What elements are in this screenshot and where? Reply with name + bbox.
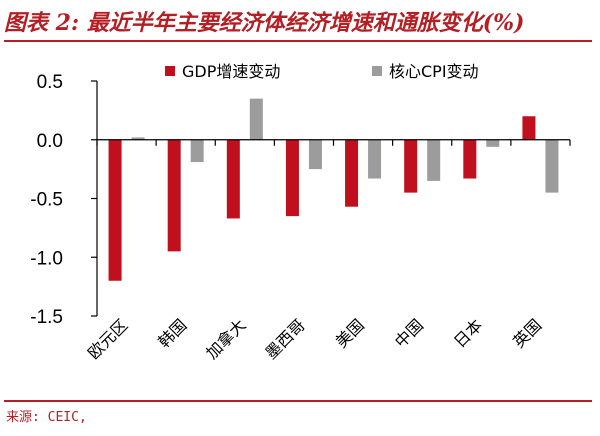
bar-cpi-0 [131,137,145,140]
title-divider [4,40,592,42]
category-label: 韩国 [154,315,190,351]
bar-cpi-5 [427,139,441,181]
y-tick-label: 0.0 [37,131,63,152]
x-axis: 欧元区 韩国 加拿大 墨西哥 美国 中国 日本 英国 [84,139,571,363]
category-label: 日本 [450,315,486,351]
category-label: 美国 [332,315,368,351]
category-label: 英国 [509,315,545,351]
bar-chart: 0.5 0.0 -0.5 -1.0 -1.5 欧元区 韩国 加拿大 墨西哥 美国 中国 日本 英国 G… [30,62,571,363]
legend: GDP增速变动 核心CPI变动 [165,62,479,81]
bar-gdp-2 [226,139,240,219]
category-label: 墨西哥 [261,315,308,362]
bar-gdp-1 [167,139,181,252]
bar-cpi-3 [308,139,322,170]
bar-cpi-6 [486,139,500,147]
y-tick-label: -1.0 [30,248,63,269]
bars [108,98,559,281]
legend-label-1: 核心CPI变动 [389,62,479,81]
y-tick-label: -0.5 [30,190,63,211]
bar-gdp-5 [404,139,418,193]
footer-divider [4,400,592,402]
bar-gdp-4 [345,139,359,207]
bar-cpi-7 [545,139,559,193]
legend-label-0: GDP增速变动 [182,62,280,81]
category-label: 中国 [391,315,427,351]
legend-swatch-1 [372,66,382,76]
bar-cpi-1 [190,139,204,163]
bar-gdp-0 [108,139,122,281]
y-tick-label: -1.5 [30,307,63,328]
bar-gdp-7 [522,116,536,140]
category-label: 加拿大 [202,315,249,362]
chart-title: 图表 2: 最近半年主要经济体经济增速和通胀变化(%) [4,10,525,36]
source-note: 来源: CEIC, [6,410,87,425]
bar-gdp-3 [285,139,299,217]
legend-swatch-0 [165,66,175,76]
bar-cpi-4 [368,139,382,179]
bar-cpi-2 [249,98,263,140]
category-label: 欧元区 [84,315,131,362]
y-tick-label: 0.5 [37,72,63,93]
y-axis: 0.5 0.0 -0.5 -1.0 -1.5 [30,72,98,328]
bar-gdp-6 [463,139,477,179]
